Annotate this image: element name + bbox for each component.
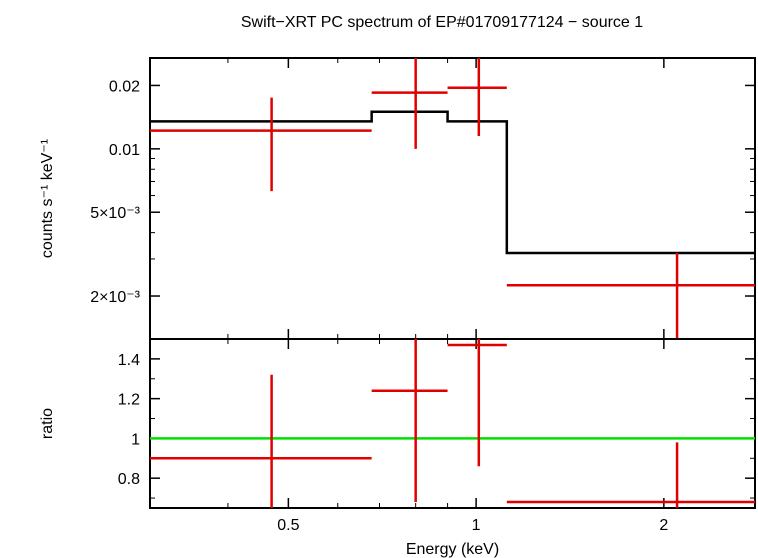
chart-title: Swift−XRT PC spectrum of EP#01709177124 … bbox=[241, 14, 643, 31]
y-tick-label: 1 bbox=[131, 431, 140, 448]
x-tick-label: 1 bbox=[472, 517, 481, 534]
plot-frame bbox=[149, 338, 756, 509]
y-tick-label: 1.2 bbox=[118, 392, 140, 409]
model-line bbox=[150, 110, 755, 255]
y-tick-label: 0.02 bbox=[109, 78, 140, 95]
y-axis-label: counts s⁻¹ keV⁻¹ bbox=[39, 139, 56, 258]
x-tick-label: 0.5 bbox=[277, 517, 299, 534]
spectrum-panel: 0.02 0.01 5×10⁻³ 2×10⁻³ counts s⁻¹ keV⁻¹ bbox=[39, 57, 756, 340]
y-tick-label: 0.8 bbox=[118, 471, 140, 488]
plot-frame bbox=[149, 57, 756, 340]
y-axis-label: ratio bbox=[39, 408, 56, 439]
x-axis-label: Energy (keV) bbox=[406, 541, 499, 558]
y-tick-label: 2×10⁻³ bbox=[90, 289, 140, 306]
y-tick-label: 5×10⁻³ bbox=[90, 205, 140, 222]
plot-area bbox=[150, 339, 755, 508]
y-tick-label: 0.01 bbox=[109, 142, 140, 159]
x-tick-label: 2 bbox=[659, 517, 668, 534]
ratio-panel: 0.8 1 1.2 1.4 0.5 1 2 Energy (keV) ratio bbox=[39, 338, 756, 558]
plot-area bbox=[150, 58, 755, 339]
y-tick-label: 1.4 bbox=[118, 352, 140, 369]
